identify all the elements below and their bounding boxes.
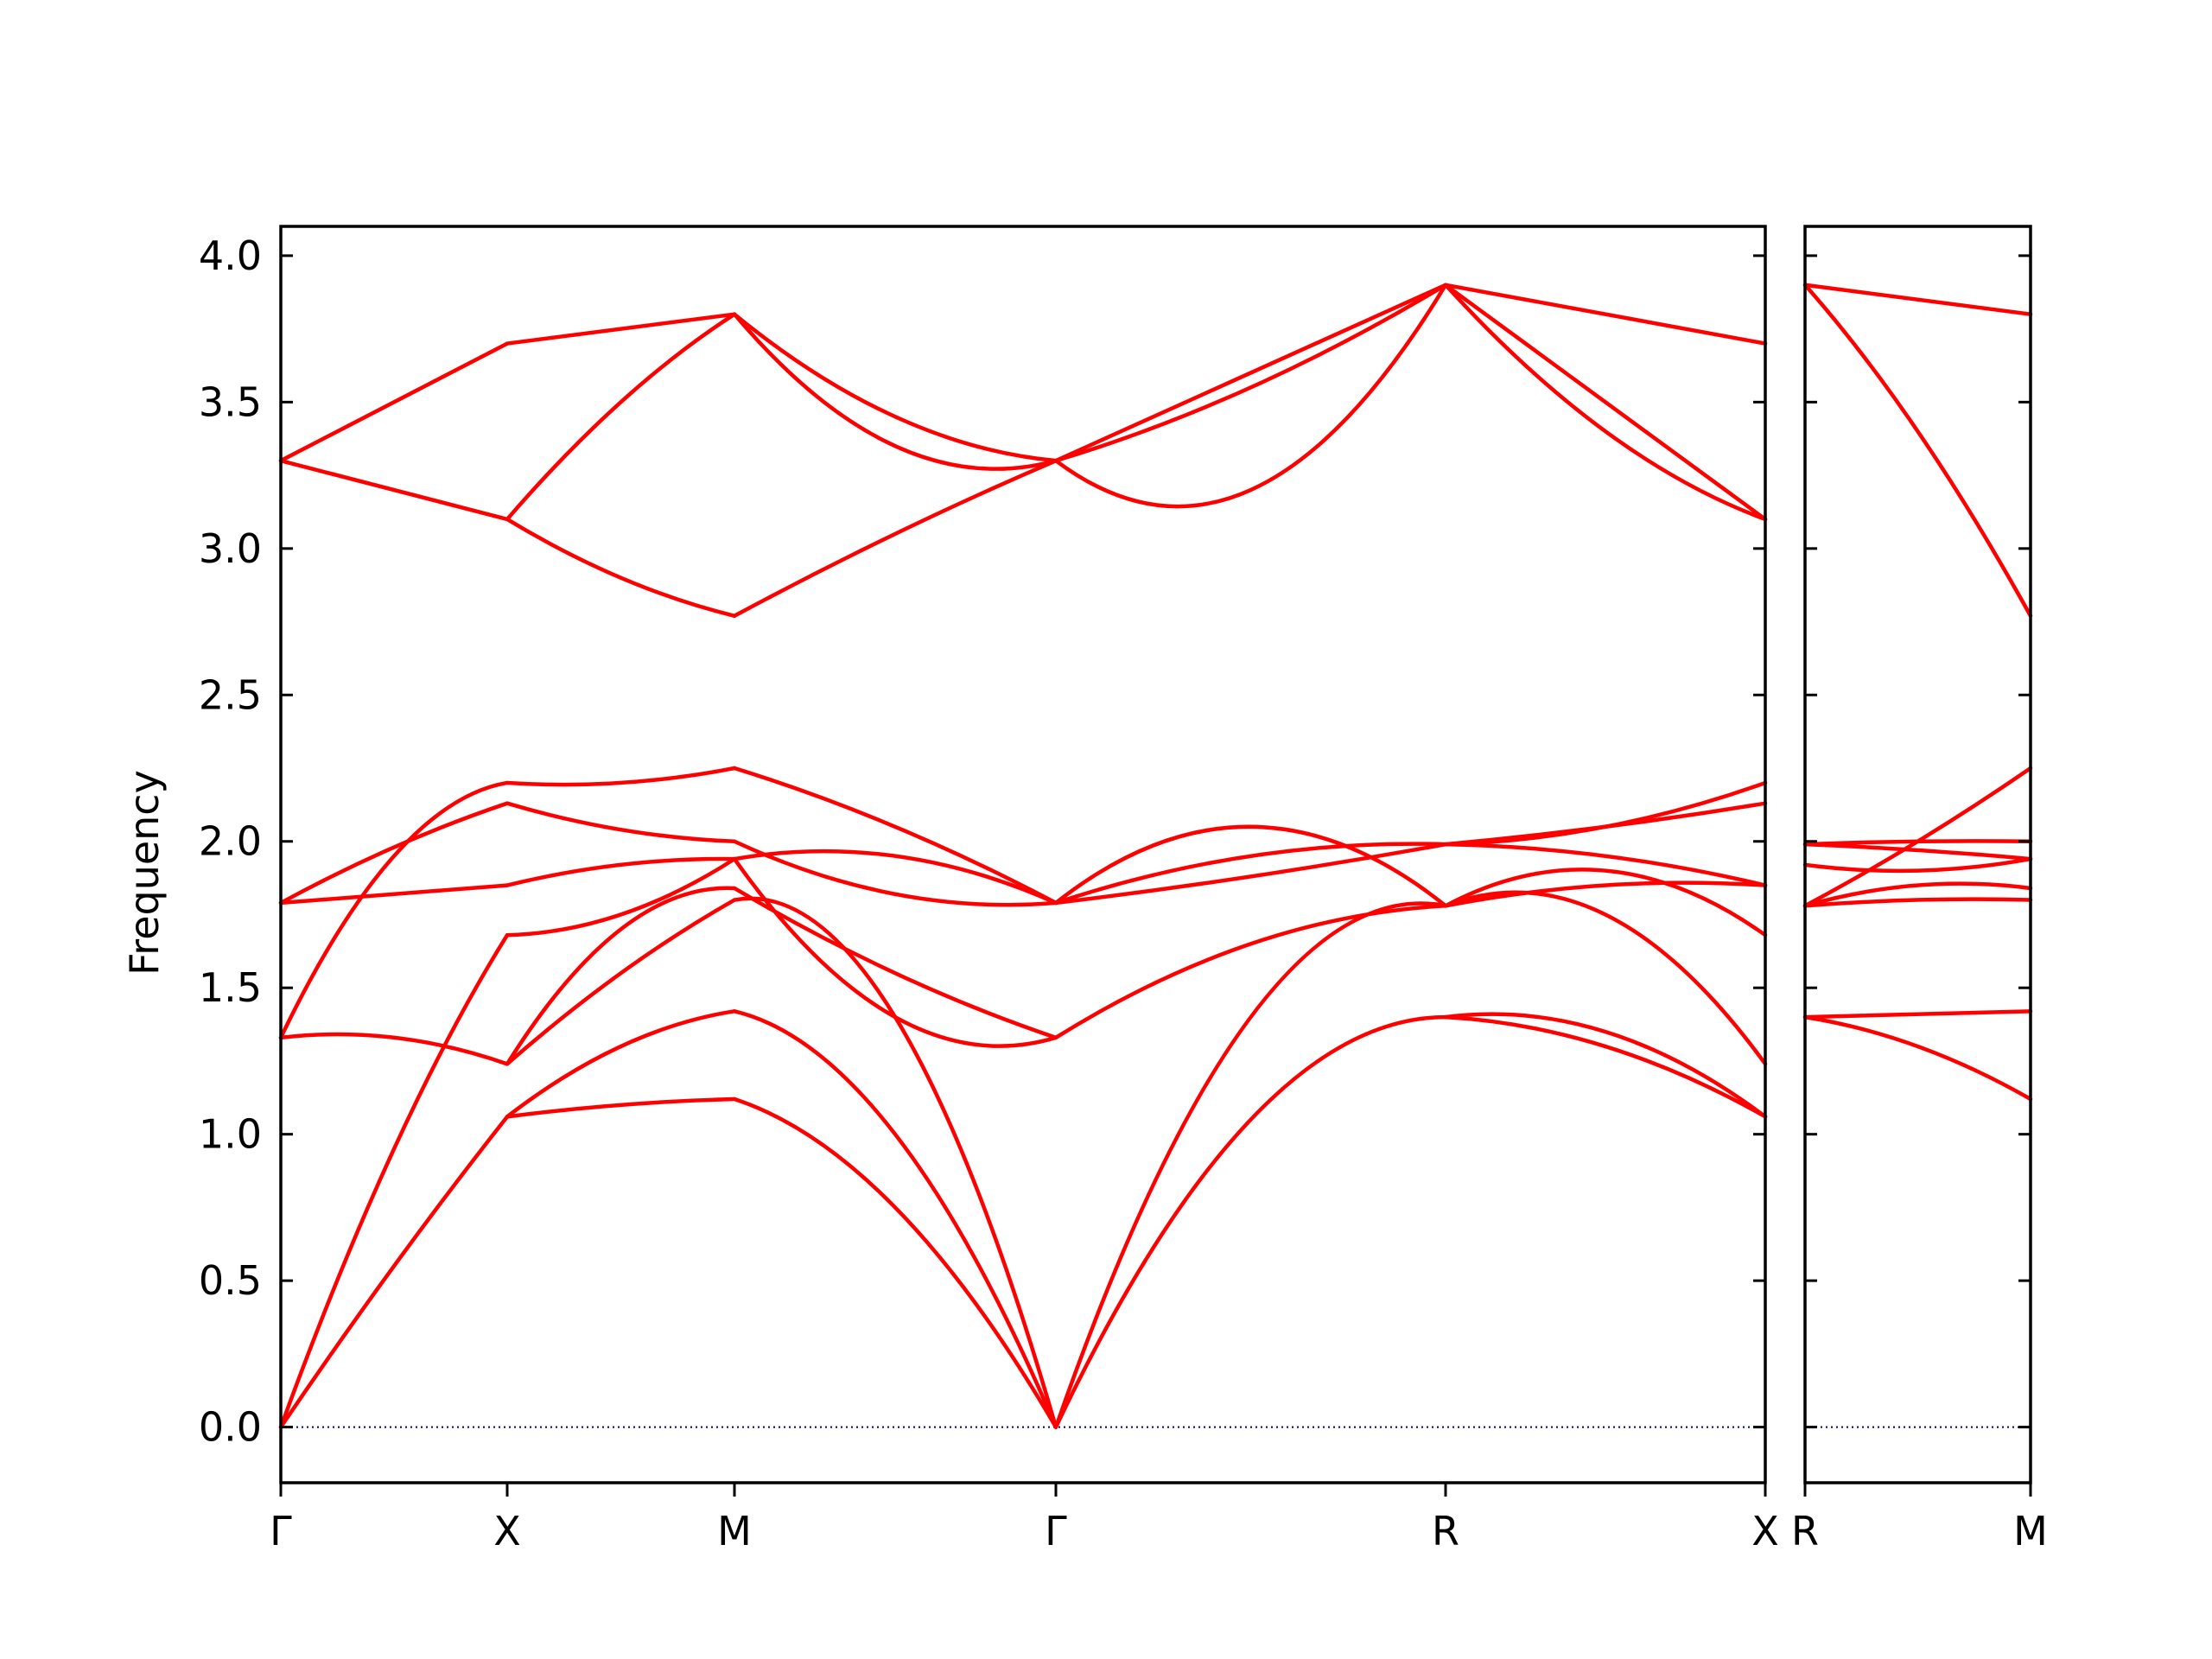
band-main-seg1-b1 xyxy=(505,1009,737,1119)
band-main-seg1-b10 xyxy=(505,312,737,346)
axes-frame-main xyxy=(279,225,1767,1484)
band-right-seg0-b9 xyxy=(1802,283,2033,316)
band-main-seg4-b1 xyxy=(1443,1012,1768,1119)
band-main-seg1-b4 xyxy=(505,856,737,938)
y-tick-label: 1.5 xyxy=(199,964,262,1011)
y-tick-label: 1.0 xyxy=(199,1111,262,1158)
band-main-seg2-b10 xyxy=(732,312,1058,463)
band-right-seg0-b8 xyxy=(1802,283,2033,619)
band-main-seg2-b6 xyxy=(732,839,1058,907)
band-curves xyxy=(278,283,2033,1429)
band-main-seg4-b0 xyxy=(1443,1014,1768,1119)
band-main-seg2-b9 xyxy=(732,312,1058,471)
band-main-seg4-b6 xyxy=(1443,801,1768,847)
band-main-seg4-b9 xyxy=(1443,283,1768,522)
band-main-seg4-b4 xyxy=(1443,880,1768,908)
y-tick-label: 2.5 xyxy=(199,671,262,718)
y-tick-label: 4.0 xyxy=(199,232,262,279)
band-main-seg0-b5 xyxy=(278,801,510,906)
band-main-seg4-b10 xyxy=(1443,283,1768,346)
band-right-seg0-b4 xyxy=(1802,881,2033,908)
band-main-seg1-b6 xyxy=(505,801,737,843)
band-main-seg0-b0 xyxy=(278,1115,510,1429)
band-main-seg2-b1 xyxy=(732,1009,1058,1429)
band-main-seg1-b9 xyxy=(505,312,737,522)
band-main-seg2-b0 xyxy=(732,1096,1058,1429)
y-axis-label: Frequency xyxy=(121,770,168,976)
band-right-seg0-b1 xyxy=(1802,1014,2033,1102)
band-right-seg0-b6 xyxy=(1802,842,2033,861)
band-main-seg3-b0 xyxy=(1053,1014,1448,1429)
band-main-seg2-b4 xyxy=(732,856,1058,1048)
band-main-seg3-b8 xyxy=(1053,283,1448,463)
x-tick-label-main: X xyxy=(493,1508,521,1554)
band-main-seg3-b5 xyxy=(1053,842,1448,906)
band-main-seg3-b3 xyxy=(1053,824,1448,908)
band-main-seg3-b2 xyxy=(1053,904,1448,1040)
y-tick-label: 2.0 xyxy=(199,818,262,865)
band-main-seg0-b7 xyxy=(278,341,510,463)
axes-frame-right xyxy=(1803,225,2032,1484)
y-tick-label: 3.5 xyxy=(199,378,262,425)
band-main-seg0-b4 xyxy=(278,883,510,906)
x-tick-label-main: M xyxy=(717,1508,752,1554)
band-main-seg4-b2 xyxy=(1443,890,1768,1066)
band-main-seg1-b3 xyxy=(505,886,737,1066)
band-main-seg0-b3 xyxy=(278,780,510,1040)
band-main-seg3-b6 xyxy=(1053,283,1448,509)
x-tick-label-right: M xyxy=(2013,1508,2048,1554)
band-main-seg2-b8 xyxy=(732,458,1058,619)
band-main-seg1-b5 xyxy=(505,856,737,887)
y-tick-label: 0.5 xyxy=(199,1257,262,1304)
band-main-seg0-b1 xyxy=(278,932,510,1429)
band-main-seg1-b8 xyxy=(505,517,737,619)
axes xyxy=(279,225,2032,1484)
band-right-seg0-b7 xyxy=(1802,839,2033,847)
band-main-seg4-b7 xyxy=(1443,780,1768,847)
band-right-seg0-b2 xyxy=(1802,897,2033,908)
x-tick-label-main: R xyxy=(1432,1508,1459,1554)
y-tick-label: 3.0 xyxy=(199,525,262,572)
band-main-seg3-b7 xyxy=(1053,283,1448,463)
band-main-seg1-b2 xyxy=(505,898,737,1066)
band-right-seg0-b0 xyxy=(1802,1009,2033,1020)
band-main-seg4-b8 xyxy=(1443,283,1768,522)
y-tick-label: 0.0 xyxy=(199,1404,262,1451)
band-main-seg1-b0 xyxy=(505,1096,737,1119)
band-main-seg4-b5 xyxy=(1443,842,1768,887)
band-main-seg1-b7 xyxy=(505,766,737,787)
band-main-seg4-b3 xyxy=(1443,868,1768,938)
band-main-seg0-b6 xyxy=(278,458,510,522)
band-right-seg0-b5 xyxy=(1802,856,2033,874)
x-tick-label-main: Γ xyxy=(1045,1508,1067,1554)
band-main-seg0-b2 xyxy=(278,1032,510,1066)
band-main-seg2-b7 xyxy=(732,766,1058,906)
band-main-seg3-b1 xyxy=(1053,901,1448,1429)
tick-marks xyxy=(279,254,2032,1497)
x-tick-label-right: R xyxy=(1791,1508,1819,1554)
x-tick-label-main: X xyxy=(1751,1508,1779,1554)
band-main-seg3-b4 xyxy=(1053,842,1448,906)
band-main-seg2-b5 xyxy=(732,849,1058,906)
tick-labels: Γ X M Γ R X R M0.00.51.01.52.02.53.03.54.0 xyxy=(199,232,2048,1554)
x-tick-label-main: Γ xyxy=(270,1508,292,1554)
